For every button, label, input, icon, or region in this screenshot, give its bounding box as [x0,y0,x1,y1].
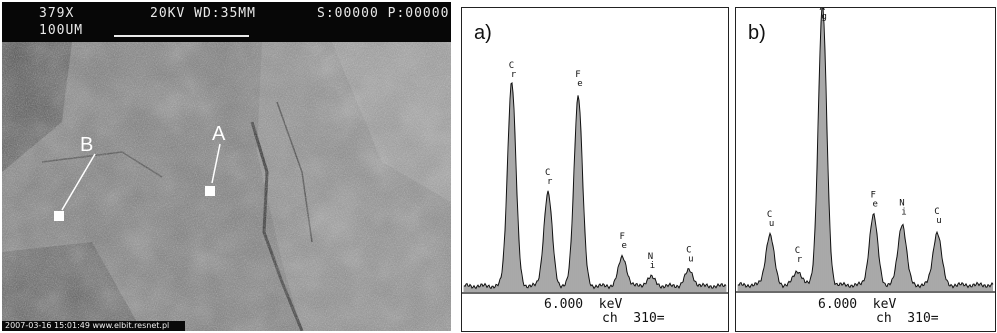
spectrum-b-channel: ch 310= [876,311,939,326]
spectrum-outline [463,82,727,290]
spectrum-fill [738,8,993,291]
voltage-working-distance: 20KV WD:35MM [150,6,256,21]
spectrum-b-kev-axis: 6.000 keV [818,297,897,312]
marker-a [205,186,215,196]
spectrum-a-channel: ch 310= [602,311,665,326]
scale-bar [114,35,249,37]
timestamp-footer: 2007-03-16 15:01:49 www.elbit.resnet.pl [2,321,185,331]
sem-texture: B A [2,42,451,331]
point-b-label: B [80,134,93,156]
spectrum-a-label: a) [474,22,492,44]
spectrum-b-label: b) [748,22,766,44]
pointer-a [211,143,221,184]
point-a-label: A [212,123,226,145]
scale-bar-label: 100UM [39,23,84,38]
spectrum-a-kev-axis: 6.000 keV [544,297,623,312]
sem-header-bar: 379X 20KV WD:35MM S:00000 P:00000 100UM [2,2,451,42]
spectrum-outline [737,8,994,289]
marker-b [54,211,64,221]
sem-micrograph: B A 379X 20KV WD:35MM S:00000 P:00000 10… [2,2,451,331]
s-p-counters: S:00000 P:00000 [317,6,450,21]
magnification: 379X [39,6,75,21]
pointer-b [61,153,96,211]
